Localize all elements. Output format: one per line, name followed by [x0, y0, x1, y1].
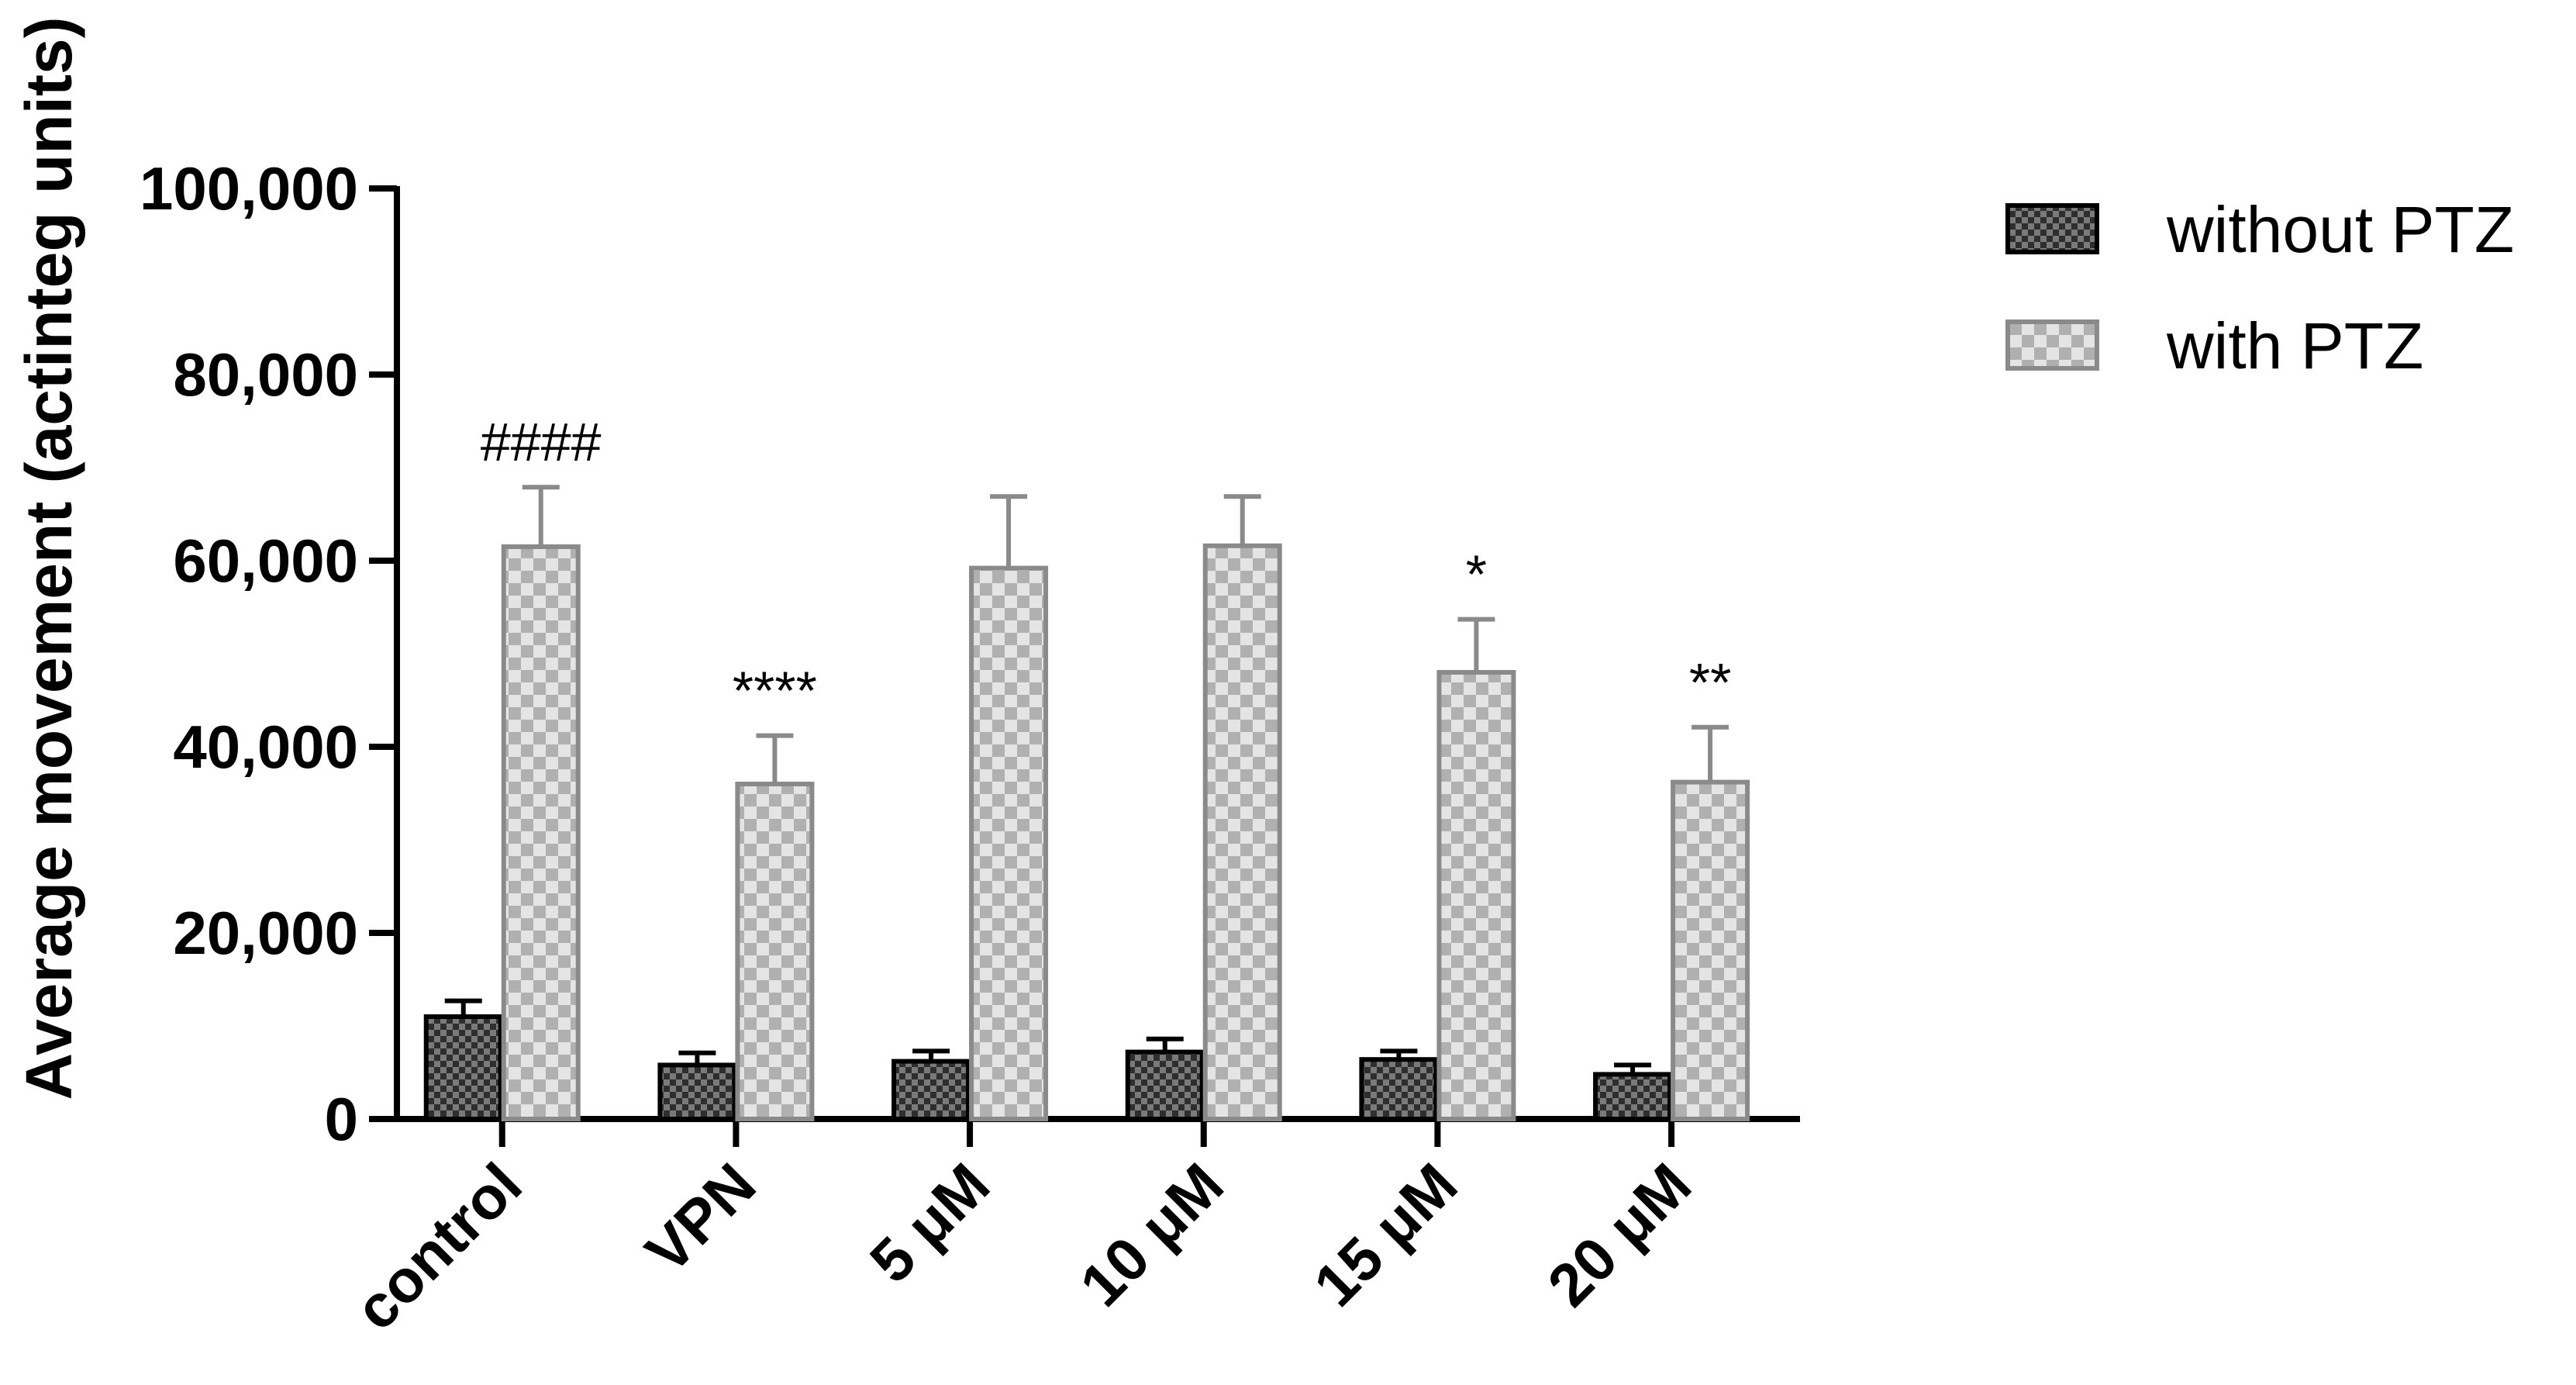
bar-without-ptz	[1125, 1049, 1205, 1121]
x-tick-label: VPN	[633, 1150, 769, 1287]
legend: without PTZ with PTZ	[2005, 193, 2514, 382]
bar-without-ptz	[1359, 1057, 1439, 1121]
error-bars	[444, 485, 1729, 1075]
y-axis-label: Average movement (actinteg units)	[12, 16, 85, 1100]
bar-with-ptz	[735, 782, 815, 1121]
significance-annotations: ####*******	[481, 412, 1731, 720]
bar-with-ptz	[1436, 670, 1516, 1121]
bar-without-ptz	[891, 1059, 971, 1121]
x-tick-label: control	[342, 1150, 535, 1343]
y-tick-label: 100,000	[140, 154, 358, 223]
bars	[423, 543, 1750, 1122]
bar-with-ptz	[501, 544, 581, 1121]
x-tick-label: 15 μM	[1301, 1150, 1471, 1320]
y-axis-label-group: Average movement (actinteg units)	[12, 16, 85, 1100]
x-tick-label: 5 μM	[857, 1150, 1002, 1296]
x-tick-label: 10 μM	[1067, 1150, 1236, 1320]
y-tick-label: 0	[325, 1085, 358, 1153]
y-tick-label: 80,000	[173, 340, 358, 409]
significance-marker: ****	[733, 661, 817, 721]
legend-label: with PTZ	[2166, 309, 2423, 382]
x-tick-label: 20 μM	[1535, 1150, 1705, 1320]
bar-without-ptz	[1593, 1072, 1673, 1122]
legend-swatch	[2005, 319, 2099, 371]
y-tick-label: 40,000	[173, 713, 358, 781]
significance-marker: ####	[481, 412, 602, 472]
bar-with-ptz	[1671, 779, 1750, 1121]
y-tick-label: 60,000	[173, 527, 358, 595]
legend-label: without PTZ	[2166, 193, 2514, 266]
bar-without-ptz	[657, 1062, 737, 1122]
y-tick-label: 20,000	[173, 899, 358, 967]
significance-marker: *	[1466, 544, 1487, 605]
bar-with-ptz	[969, 565, 1049, 1121]
legend-swatch	[2005, 203, 2099, 254]
bar-without-ptz	[423, 1014, 503, 1121]
bar-with-ptz	[1202, 543, 1282, 1121]
significance-marker: **	[1689, 652, 1731, 713]
